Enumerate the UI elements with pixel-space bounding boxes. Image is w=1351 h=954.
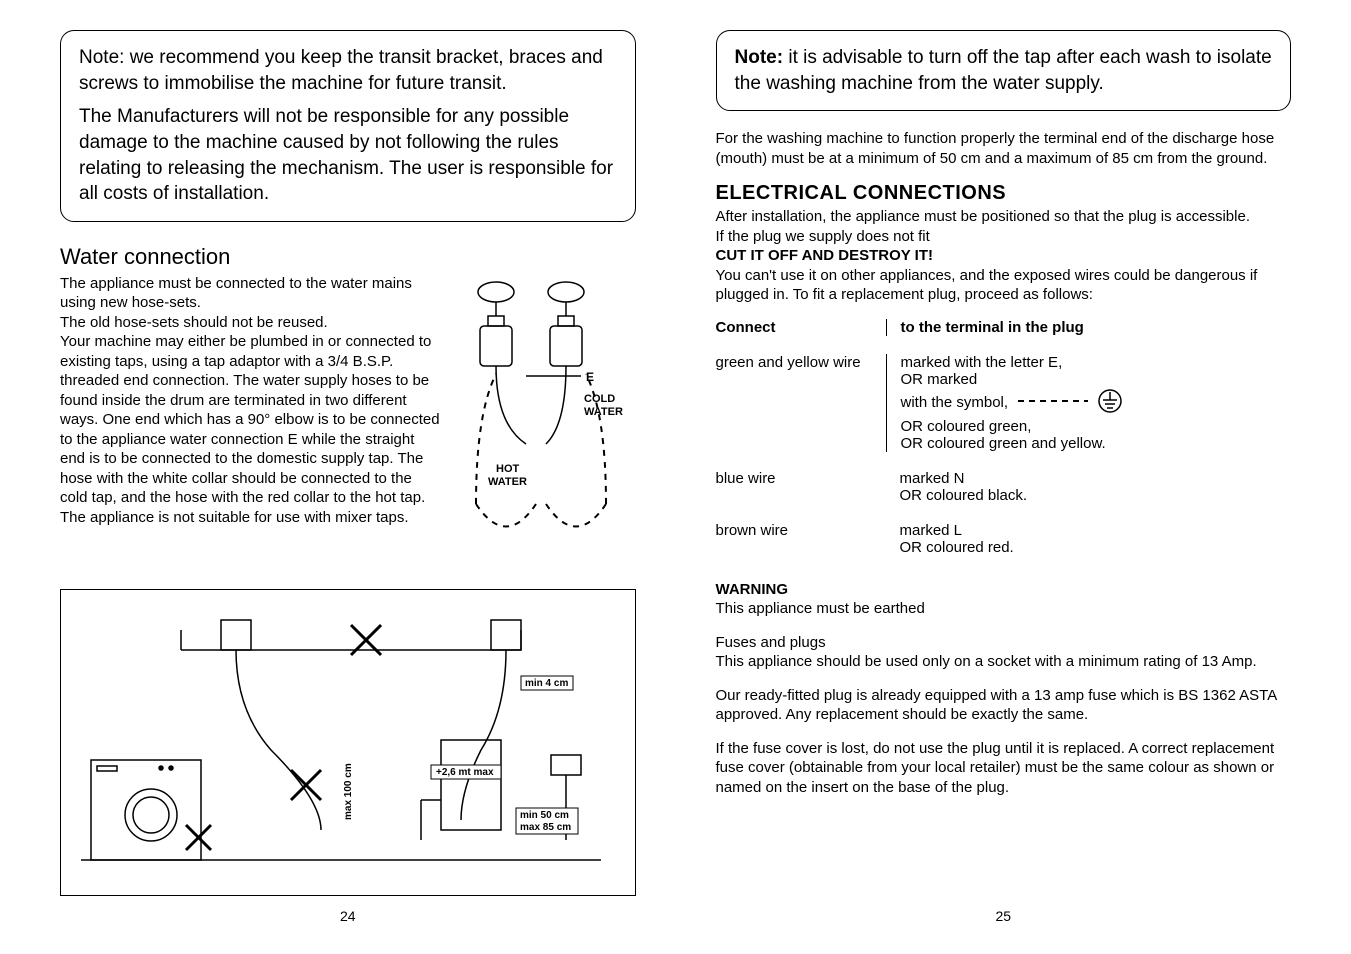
r2c2b: OR coloured black. <box>900 487 1292 504</box>
earth-icon <box>1018 388 1128 418</box>
fuses-p3: If the fuse cover is lost, do not use th… <box>716 739 1292 798</box>
tap-diagram: E COLD WATER HOT WATER <box>456 274 636 569</box>
table-h1: Connect <box>716 319 886 336</box>
r1c2: marked with the letter E, OR marked with… <box>886 354 1292 452</box>
fuses-p1: This appliance should be used only on a … <box>716 652 1292 672</box>
water-connection-text: The appliance must be connected to the w… <box>60 274 442 569</box>
r1c2b: OR marked <box>901 371 1292 388</box>
r3c2: marked L OR coloured red. <box>886 522 1292 556</box>
water-p3: Your machine may either be plumbed in or… <box>60 332 442 527</box>
r1c2e: OR coloured green and yellow. <box>901 435 1292 452</box>
wire-table: Connect to the terminal in the plug gree… <box>716 319 1292 556</box>
fuses-title: Fuses and plugs <box>716 633 1292 653</box>
label-cold-2: WATER <box>584 406 623 418</box>
transit-note-p1: Note: we recommend you keep the transit … <box>79 45 617 96</box>
install-diagram-svg: min 4 cm max 100 cm +2,6 mt max min 50 c… <box>61 590 621 890</box>
water-connection-row: The appliance must be connected to the w… <box>60 274 636 569</box>
label-hot-1: HOT <box>496 463 520 475</box>
label-max85: max 85 cm <box>520 822 571 833</box>
elec-p1: After installation, the appliance must b… <box>716 207 1292 227</box>
electrical-title: ELECTRICAL CONNECTIONS <box>716 182 1292 205</box>
note-lead: Note: <box>735 47 784 68</box>
page-right: Note: it is advisable to turn off the ta… <box>676 20 1342 934</box>
warning-text: This appliance must be earthed <box>716 599 1292 619</box>
r1c1: green and yellow wire <box>716 354 886 452</box>
tap-diagram-svg: E COLD WATER HOT WATER <box>456 274 636 564</box>
fuses-p2: Our ready-fitted plug is already equippe… <box>716 686 1292 725</box>
r2c2a: marked N <box>900 470 1292 487</box>
tap-off-note-box: Note: it is advisable to turn off the ta… <box>716 30 1292 111</box>
water-connection-title: Water connection <box>60 244 636 270</box>
warning-title: WARNING <box>716 580 1292 600</box>
r1c2c: with the symbol, <box>901 394 1009 411</box>
r3c2a: marked L <box>900 522 1292 539</box>
elec-p3: CUT IT OFF AND DESTROY IT! <box>716 246 1292 266</box>
elec-p4: You can't use it on other appliances, an… <box>716 266 1292 305</box>
label-cold-1: COLD <box>584 393 615 405</box>
transit-note-p2: The Manufacturers will not be responsibl… <box>79 104 617 207</box>
r3c1: brown wire <box>716 522 886 556</box>
page-number-left: 24 <box>60 898 636 924</box>
discharge-text: For the washing machine to function prop… <box>716 129 1292 168</box>
water-p2: The old hose-sets should not be reused. <box>60 313 442 333</box>
r2c1: blue wire <box>716 470 886 504</box>
note-rest: it is advisable to turn off the tap afte… <box>735 47 1272 94</box>
page-left: Note: we recommend you keep the transit … <box>10 20 676 934</box>
label-hot-2: WATER <box>488 476 527 488</box>
label-mt: +2,6 mt max <box>436 767 494 778</box>
label-min50: min 50 cm <box>520 810 569 821</box>
elec-p2: If the plug we supply does not fit <box>716 227 1292 247</box>
r2c2: marked N OR coloured black. <box>886 470 1292 504</box>
r3c2b: OR coloured red. <box>900 539 1292 556</box>
water-p1: The appliance must be connected to the w… <box>60 274 442 313</box>
transit-note-box: Note: we recommend you keep the transit … <box>60 30 636 222</box>
label-max100: max 100 cm <box>343 763 354 820</box>
r1c2a: marked with the letter E, <box>901 354 1292 371</box>
label-min4: min 4 cm <box>525 678 568 689</box>
r1c2c-row: with the symbol, <box>901 388 1292 418</box>
install-diagram-box: min 4 cm max 100 cm +2,6 mt max min 50 c… <box>60 589 636 896</box>
r1c2d: OR coloured green, <box>901 418 1292 435</box>
table-h2: to the terminal in the plug <box>886 319 1292 336</box>
page-number-right: 25 <box>716 898 1292 924</box>
